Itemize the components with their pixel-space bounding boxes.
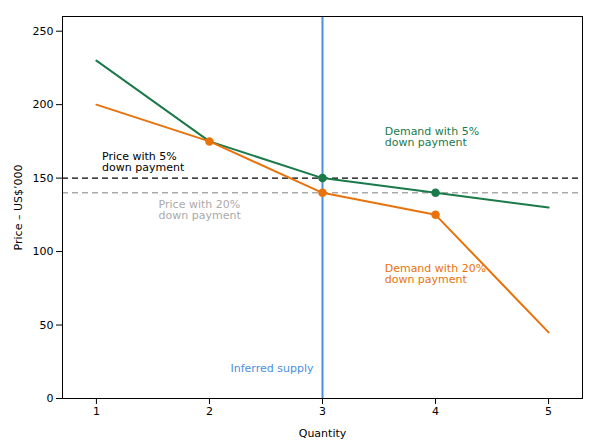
- svg-text:0: 0: [47, 392, 54, 405]
- svg-text:Inferred supply: Inferred supply: [231, 362, 314, 375]
- svg-text:Price with 5%down payment: Price with 5%down payment: [102, 150, 185, 174]
- svg-text:50: 50: [40, 319, 54, 332]
- svg-text:Demand with 5%down payment: Demand with 5%down payment: [385, 125, 479, 149]
- svg-text:4: 4: [432, 405, 439, 418]
- svg-text:250: 250: [33, 25, 54, 38]
- svg-text:Demand with 20%down payment: Demand with 20%down payment: [385, 262, 486, 286]
- svg-text:100: 100: [33, 245, 54, 258]
- svg-text:Quantity: Quantity: [299, 427, 347, 440]
- svg-text:1: 1: [93, 405, 100, 418]
- svg-text:Price – US$’000: Price – US$’000: [12, 165, 25, 251]
- svg-text:150: 150: [33, 172, 54, 185]
- svg-text:3: 3: [319, 405, 326, 418]
- svg-text:2: 2: [206, 405, 213, 418]
- svg-text:5: 5: [545, 405, 552, 418]
- svg-text:Price with 20%down payment: Price with 20%down payment: [159, 198, 242, 222]
- svg-text:200: 200: [33, 98, 54, 111]
